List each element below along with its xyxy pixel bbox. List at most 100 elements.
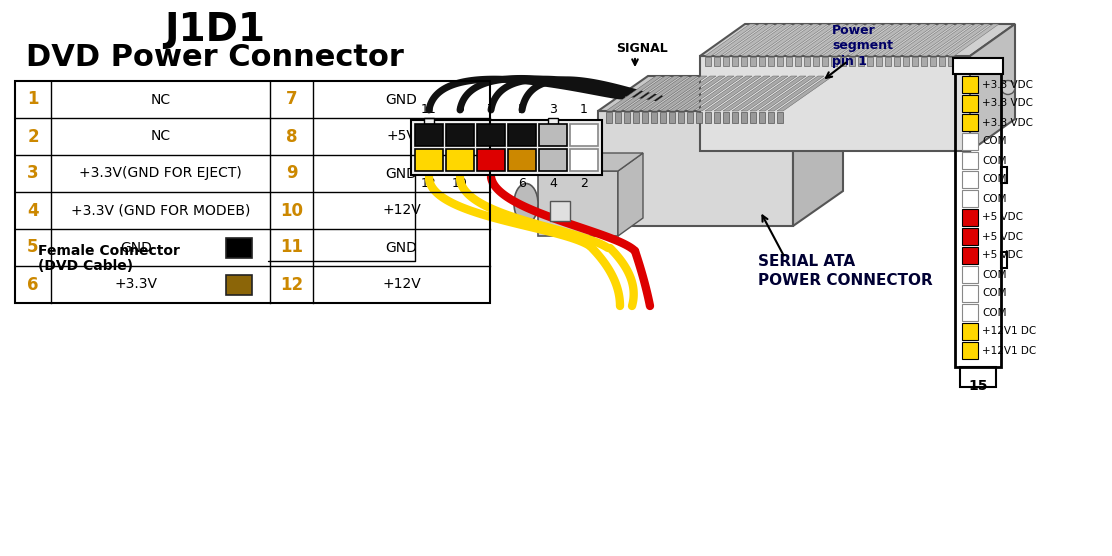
Bar	[508, 149, 536, 171]
Text: 11: 11	[280, 239, 302, 256]
Bar	[962, 114, 977, 131]
Bar	[723, 112, 729, 123]
Bar	[962, 266, 977, 283]
Bar	[840, 57, 846, 66]
Text: (DVD Cable): (DVD Cable)	[38, 259, 133, 273]
Bar	[749, 57, 756, 66]
Bar	[786, 57, 792, 66]
Bar	[538, 171, 618, 236]
Text: NC: NC	[150, 130, 170, 143]
Bar	[930, 57, 936, 66]
Polygon shape	[876, 24, 927, 56]
Polygon shape	[699, 24, 1015, 56]
Bar	[14, 81, 490, 303]
Text: 10: 10	[453, 177, 468, 190]
Polygon shape	[714, 76, 770, 111]
Text: Female Connector: Female Connector	[38, 244, 180, 258]
Bar	[415, 149, 443, 171]
Bar	[669, 112, 675, 123]
Polygon shape	[885, 24, 936, 56]
Bar	[962, 342, 977, 359]
Text: Pin 1: Pin 1	[963, 59, 993, 72]
Bar	[226, 237, 252, 257]
Bar	[759, 57, 765, 66]
Bar	[962, 209, 977, 226]
Bar	[415, 124, 443, 146]
Polygon shape	[669, 76, 725, 111]
Polygon shape	[696, 76, 752, 111]
Text: SIGNAL: SIGNAL	[616, 42, 667, 54]
Polygon shape	[705, 76, 761, 111]
Text: +3.3V: +3.3V	[115, 277, 158, 291]
Bar	[570, 149, 598, 171]
Bar	[477, 124, 505, 146]
Polygon shape	[768, 76, 824, 111]
Text: GND: GND	[386, 241, 417, 255]
Bar	[598, 111, 793, 226]
Polygon shape	[831, 24, 882, 56]
Polygon shape	[732, 24, 783, 56]
Bar	[699, 56, 970, 151]
Polygon shape	[749, 76, 806, 111]
Bar	[606, 112, 612, 123]
Bar	[714, 112, 719, 123]
Text: GND: GND	[386, 92, 417, 107]
Polygon shape	[759, 76, 815, 111]
Bar	[777, 57, 783, 66]
Text: +5 VDC: +5 VDC	[982, 231, 1023, 241]
Bar	[411, 120, 602, 175]
Bar	[962, 285, 977, 302]
Bar	[813, 57, 820, 66]
Text: 12: 12	[421, 177, 437, 190]
Bar	[446, 149, 474, 171]
Text: COM: COM	[982, 175, 1006, 185]
Bar	[804, 57, 810, 66]
Text: GND: GND	[120, 241, 152, 255]
Bar	[885, 57, 891, 66]
Text: COM: COM	[982, 289, 1006, 299]
Bar	[723, 57, 729, 66]
Text: 12: 12	[280, 276, 304, 294]
Polygon shape	[633, 76, 689, 111]
Text: 4: 4	[27, 201, 39, 220]
Text: 5: 5	[518, 103, 526, 116]
Bar	[508, 124, 536, 146]
Polygon shape	[723, 24, 774, 56]
Bar	[962, 95, 977, 112]
Bar	[921, 57, 927, 66]
Bar	[962, 152, 977, 169]
Bar	[912, 57, 919, 66]
Bar	[962, 76, 977, 93]
Bar	[962, 171, 977, 188]
Bar	[949, 57, 954, 66]
Polygon shape	[661, 76, 716, 111]
Bar	[446, 124, 474, 146]
Bar	[858, 57, 864, 66]
Polygon shape	[777, 24, 828, 56]
Text: 8: 8	[286, 127, 297, 146]
Text: 15: 15	[969, 379, 987, 393]
Text: SERIAL ATA
POWER CONNECTOR: SERIAL ATA POWER CONNECTOR	[758, 254, 933, 289]
Text: 3: 3	[27, 165, 39, 182]
Bar	[962, 133, 977, 150]
Bar	[962, 190, 977, 207]
Bar	[777, 112, 783, 123]
Polygon shape	[598, 76, 843, 111]
Polygon shape	[858, 24, 909, 56]
Bar	[903, 57, 909, 66]
Polygon shape	[903, 24, 954, 56]
Text: +5 VDC: +5 VDC	[982, 212, 1023, 222]
Text: COM: COM	[982, 137, 1006, 146]
Polygon shape	[949, 24, 999, 56]
Polygon shape	[651, 76, 707, 111]
Bar	[705, 112, 711, 123]
Polygon shape	[970, 24, 1015, 151]
Bar	[477, 149, 505, 171]
Text: 5: 5	[28, 239, 39, 256]
Polygon shape	[749, 24, 801, 56]
Bar	[1001, 252, 1007, 268]
Text: 2: 2	[580, 177, 588, 190]
Text: COM: COM	[982, 193, 1006, 203]
Text: 6: 6	[518, 177, 526, 190]
Bar	[741, 112, 747, 123]
